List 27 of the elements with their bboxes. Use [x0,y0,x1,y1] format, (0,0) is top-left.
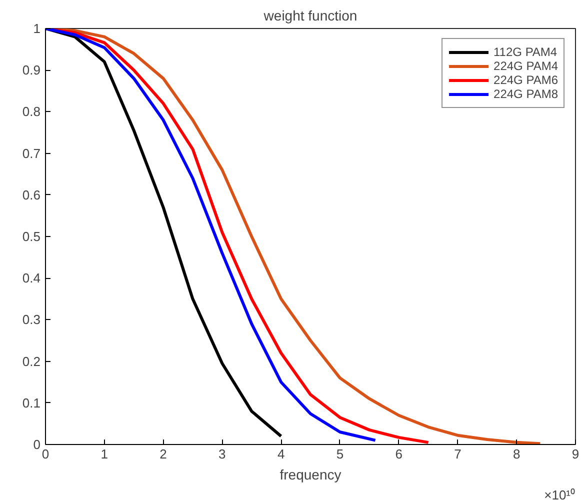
chart-title: weight function [262,8,358,24]
x-tick-label: 8 [512,446,520,462]
legend-label: 224G PAM8 [494,87,558,101]
y-tick-label: 0.6 [22,187,41,202]
y-tick-label: 0.5 [22,229,41,244]
y-tick-label: 0.8 [22,104,41,120]
y-tick-label: 0.9 [22,62,41,78]
x-tick-label: 9 [572,446,580,462]
x-tick-label: 5 [336,446,344,462]
x-tick-label: 2 [160,446,167,462]
x-tick-label: 7 [454,446,462,462]
y-tick-label: 0.2 [22,354,41,369]
y-tick-label: 0.4 [22,270,41,286]
x-tick-label: 3 [218,446,226,462]
x-axis-title: frequency [280,466,342,482]
y-tick-label: 1 [33,21,41,36]
legend-label: 112G PAM4 [494,45,558,59]
y-tick-label: 0 [33,437,41,452]
x-tick-label: 6 [395,446,402,462]
y-tick-label: 0.3 [22,312,41,328]
x-tick-label: 1 [100,446,108,462]
x-tick-label: 4 [277,446,285,462]
y-tick-label: 0.1 [22,395,41,410]
y-tick-label: 0.7 [22,146,41,161]
legend-label: 224G PAM6 [494,73,558,87]
legend-label: 224G PAM4 [494,59,558,73]
text: ×10¹⁰ [544,488,576,502]
